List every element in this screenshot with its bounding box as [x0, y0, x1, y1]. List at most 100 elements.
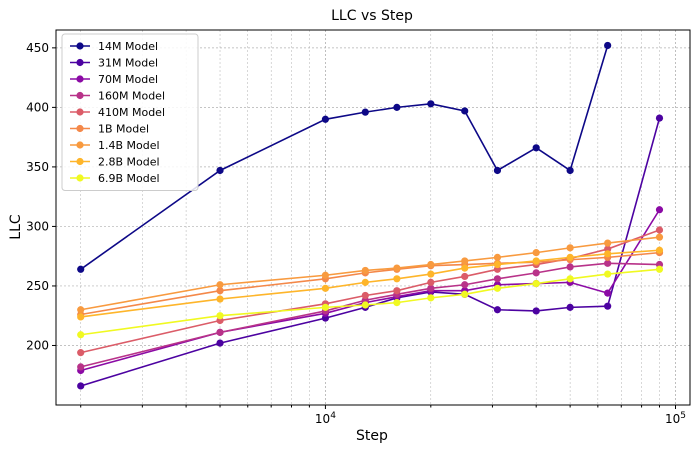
y-tick-label: 450: [26, 41, 49, 55]
data-point: [216, 328, 224, 336]
series-3: [77, 259, 664, 371]
legend-label: 14M Model: [98, 40, 158, 53]
data-point: [461, 290, 469, 298]
data-point: [655, 233, 664, 241]
x-axis-title: Step: [356, 428, 388, 444]
data-point: [393, 287, 401, 295]
legend-label: 1.4B Model: [98, 139, 160, 152]
data-point: [427, 100, 435, 108]
data-point: [604, 289, 612, 297]
data-point: [655, 114, 664, 122]
legend-marker: [76, 174, 84, 182]
data-point: [461, 272, 469, 281]
data-point: [361, 278, 369, 286]
axes-ticks: 200 250 300 350 400 450 104 105: [26, 41, 686, 426]
legend-label: 2.8B Model: [98, 156, 160, 169]
legend-marker: [76, 124, 84, 133]
data-point: [216, 281, 224, 289]
series-line: [80, 251, 660, 316]
data-point: [532, 279, 540, 288]
legend-marker: [76, 108, 84, 116]
legend-label: 160M Model: [98, 90, 165, 103]
data-point: [461, 257, 469, 265]
data-point: [604, 239, 612, 247]
data-point: [604, 270, 612, 278]
legend-label: 1B Model: [98, 123, 149, 136]
data-point: [216, 312, 224, 320]
series-7: [77, 246, 664, 321]
data-point: [77, 363, 85, 371]
legend-item: 70M Model: [70, 73, 158, 86]
data-point: [493, 284, 502, 292]
series-0: [77, 41, 612, 273]
data-point: [427, 284, 435, 292]
plot-frame: [55, 29, 691, 406]
data-point: [604, 250, 612, 258]
y-axis-title: LLC: [8, 214, 24, 240]
y-tick-label: 300: [26, 219, 49, 233]
series-line: [80, 236, 660, 311]
data-point: [216, 295, 224, 303]
data-point: [77, 306, 85, 314]
legend-item: 6.9B Model: [70, 172, 160, 185]
data-point: [77, 331, 85, 339]
series-line: [80, 209, 661, 372]
data-point: [655, 226, 664, 234]
data-point: [393, 275, 401, 283]
legend-marker: [76, 42, 84, 50]
data-point: [604, 41, 612, 50]
legend: 14M Model 31M Model 70M Model 160M Model 410…: [61, 33, 199, 191]
data-point: [427, 260, 435, 269]
data-point: [393, 103, 401, 111]
legend-marker: [76, 157, 84, 166]
data-point: [493, 253, 502, 261]
data-point: [493, 306, 502, 314]
legend-item: 31M Model: [70, 57, 158, 70]
legend-label: 410M Model: [98, 106, 165, 119]
x-tick-label: 105: [665, 411, 686, 426]
legend-marker: [76, 58, 84, 67]
data-point: [532, 144, 540, 152]
data-point: [493, 275, 502, 283]
data-point: [532, 307, 540, 315]
data-point: [321, 271, 330, 279]
data-point: [532, 249, 540, 257]
data-point: [532, 257, 540, 265]
data-point: [361, 291, 369, 300]
data-point: [566, 166, 574, 175]
data-point: [566, 275, 574, 283]
legend-item: 2.8B Model: [70, 156, 160, 169]
legend-item: 1B Model: [70, 123, 149, 136]
data-point: [493, 260, 502, 269]
data-point: [655, 246, 664, 254]
legend-marker: [76, 91, 84, 100]
legend-item: 1.4B Model: [70, 139, 160, 152]
chart-title: LLC vs Step: [331, 8, 413, 24]
legend-box: [61, 33, 199, 191]
data-point: [361, 266, 369, 275]
data-point: [493, 166, 502, 175]
data-point: [566, 263, 574, 271]
data-point: [532, 269, 540, 277]
y-tick-label: 350: [26, 160, 49, 174]
legend-marker: [76, 75, 84, 83]
data-point: [393, 299, 401, 307]
data-point: [461, 264, 469, 272]
data-point: [77, 382, 85, 390]
data-point: [461, 107, 469, 115]
x-tick-label: 104: [315, 411, 336, 426]
data-point: [461, 281, 469, 289]
data-point: [604, 302, 612, 310]
data-point: [361, 108, 369, 116]
data-point: [604, 259, 612, 267]
legend-label: 31M Model: [98, 57, 158, 70]
series-6: [77, 233, 664, 314]
y-tick-label: 200: [26, 338, 49, 352]
data-point: [655, 206, 664, 214]
data-point: [321, 115, 330, 123]
data-point: [216, 339, 224, 347]
data-point: [77, 265, 85, 273]
legend-label: 70M Model: [98, 73, 158, 86]
data-point: [427, 294, 435, 302]
